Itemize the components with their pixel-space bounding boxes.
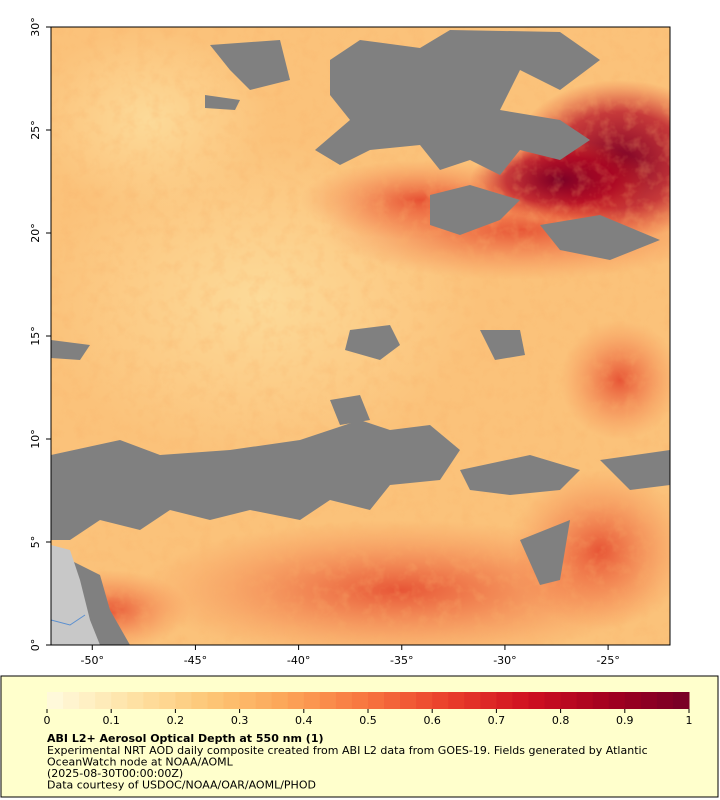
y-tick-label: 30° [29,17,42,37]
colorbar-cell [496,692,513,709]
colorbar-cell [319,692,337,709]
colorbar-cell [368,692,385,709]
colorbar-cell [400,692,417,709]
caption-title: ABI L2+ Aerosol Optical Depth at 550 nm … [47,732,324,745]
colorbar-cell [448,692,465,709]
y-tick-label: 0° [29,639,42,652]
colorbar-cell [47,692,64,709]
colorbar-tick-label: 0 [44,714,51,727]
colorbar-cell [672,692,690,709]
colorbar-cell [351,692,369,709]
x-tick-label: -35° [390,654,413,667]
x-tick-label: -50° [81,654,104,667]
colorbar-cell [191,692,208,709]
colorbar-tick-label: 1 [686,714,693,727]
colorbar-cell [608,692,626,709]
colorbar-cell [271,692,289,709]
colorbar-cell [159,692,176,709]
colorbar-cell [303,692,321,709]
caption-line: (2025-08-30T00:00:00Z) [47,767,183,780]
colorbar-tick-label: 0.4 [295,714,313,727]
caption-line: Data courtesy of USDOC/NOAA/OAR/AOML/PHO… [47,779,316,792]
colorbar-cell [640,692,658,709]
x-tick-label: -40° [287,654,310,667]
y-tick-label: 15° [29,326,42,346]
map-image [51,27,670,645]
colorbar-cell [384,692,401,709]
colorbar-tick-label: 0.9 [616,714,634,727]
colorbar-tick-label: 0.5 [359,714,377,727]
colorbar-cell [560,692,578,709]
x-tick-label: -45° [184,654,207,667]
colorbar-cell [239,692,257,709]
colorbar-cell [175,692,192,709]
colorbar-cell [464,692,481,709]
colorbar-cell [528,692,546,709]
y-tick-label: 20° [29,223,42,243]
colorbar-tick-label: 0.7 [488,714,506,727]
caption-line: OceanWatch node at NOAA/AOML [47,756,234,769]
colorbar-cell [656,692,674,709]
colorbar-cell [79,692,96,709]
colorbar-tick-label: 0.6 [423,714,441,727]
colorbar-cell [127,692,144,709]
caption-line: Experimental NRT AOD daily composite cre… [47,744,648,757]
colorbar-cell [335,692,353,709]
caption: Experimental NRT AOD daily composite cre… [47,744,648,792]
colorbar-tick-label: 0.8 [552,714,570,727]
colorbar-cell [111,692,128,709]
axes: -50° -45° -40° -35° -30° -25° 0° 5° 10° 15° 20° 25°… [29,17,620,667]
colorbar-cell [207,692,225,709]
colorbar-cell [576,692,594,709]
colorbar-cell [255,692,273,709]
colorbar-cell [544,692,562,709]
colorbar-cell [63,692,80,709]
colorbar-cell [592,692,610,709]
colorbar-cell [512,692,529,709]
colorbar-cell [432,692,449,709]
colorbar-cell [624,692,642,709]
y-tick-label: 25° [29,120,42,140]
y-tick-label: 10° [29,429,42,449]
colorbar-cell [416,692,433,709]
colorbar-tick-label: 0.1 [102,714,120,727]
y-tick-label: 5° [29,536,42,549]
x-tick-label: -30° [493,654,516,667]
colorbar-tick-label: 0.2 [167,714,185,727]
colorbar-cell [223,692,241,709]
colorbar-cell [95,692,112,709]
colorbar-tick-label: 0.3 [231,714,249,727]
colorbar-cell [480,692,497,709]
colorbar-cell [287,692,305,709]
colorbar-cell [143,692,160,709]
x-tick-label: -25° [596,654,619,667]
colorbar: 0 0.1 0.2 0.3 0.4 0.5 0.6 0.7 0.8 0.9 1 [44,692,693,727]
